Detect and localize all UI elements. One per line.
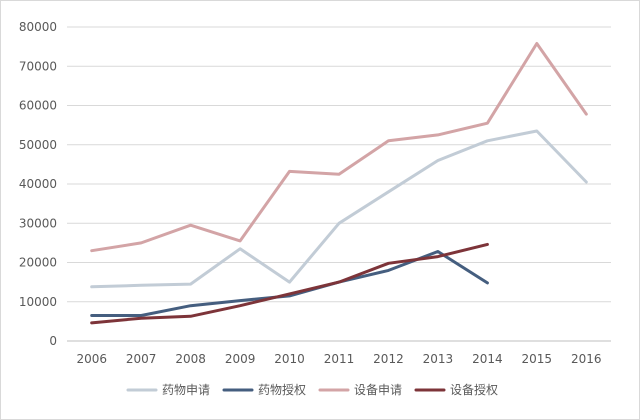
x-tick-label: 2010: [274, 352, 305, 366]
y-tick-label: 20000: [19, 256, 57, 270]
x-tick-label: 2014: [472, 352, 503, 366]
x-tick-label: 2008: [175, 352, 206, 366]
x-tick-label: 2011: [324, 352, 355, 366]
x-tick-label: 2015: [522, 352, 553, 366]
gridlines: [67, 26, 611, 303]
y-tick-label: 40000: [19, 177, 57, 191]
x-tick-label: 2013: [423, 352, 454, 366]
legend: 药物申请 药物授权 设备申请 设备授权: [126, 382, 498, 397]
x-tick-label: 2006: [76, 352, 107, 366]
y-tick-label: 60000: [19, 99, 57, 113]
x-tick-label: 2009: [225, 352, 256, 366]
y-tick-label: 80000: [19, 20, 57, 34]
series-line-4: [90, 242, 489, 325]
y-tick-label: 30000: [19, 216, 57, 230]
x-tick-label: 2012: [373, 352, 404, 366]
y-tick-label: 0: [49, 334, 57, 348]
legend-label: 药物申请: [162, 383, 210, 397]
legend-label: 设备申请: [354, 383, 402, 397]
legend-label: 设备授权: [450, 382, 498, 397]
y-tick-label: 50000: [19, 138, 57, 152]
series-lines: [90, 42, 588, 325]
axes: 0 10000 20000 30000 40000 50000 60000 70000 8000…: [19, 20, 611, 366]
y-tick-label: 70000: [19, 59, 57, 73]
series-line-1: [90, 129, 588, 289]
y-tick-label: 10000: [19, 295, 57, 309]
legend-label: 药物授权: [258, 382, 306, 397]
series-line-3: [90, 42, 588, 253]
x-tick-label: 2016: [571, 352, 602, 366]
x-tick-label: 2007: [126, 352, 157, 366]
